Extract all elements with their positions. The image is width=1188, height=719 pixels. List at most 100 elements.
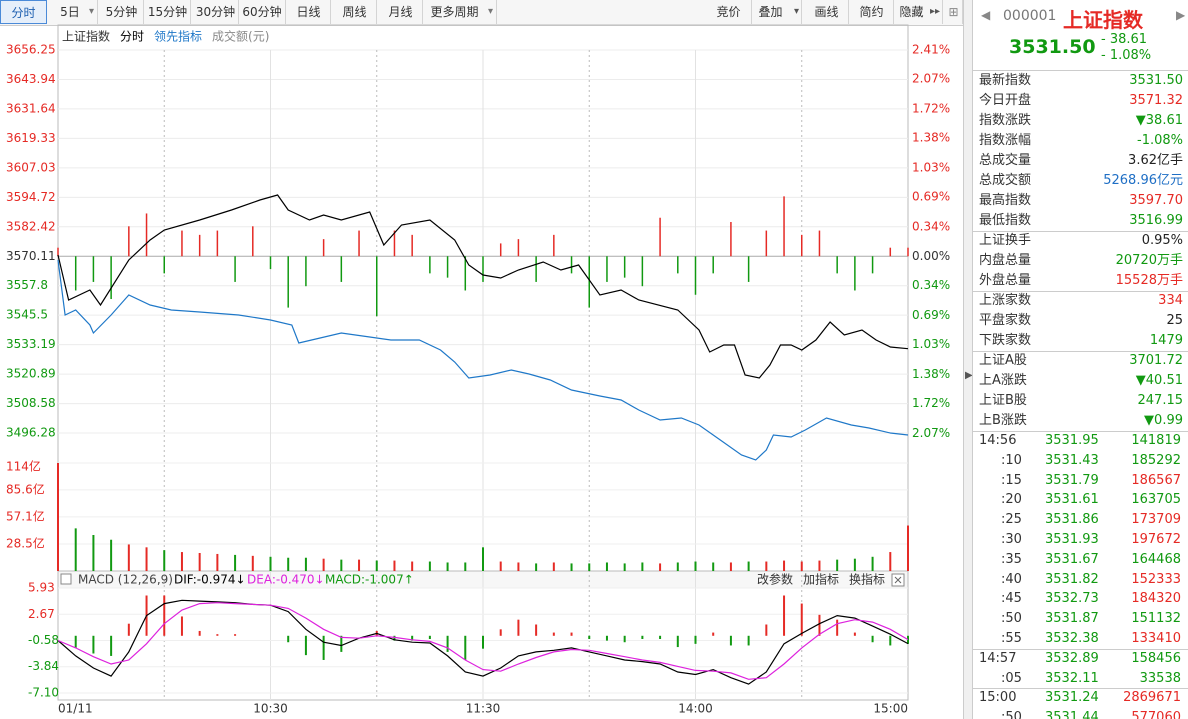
legend-label: 领先指标 bbox=[154, 29, 202, 44]
tick-volume: 184320 bbox=[1131, 591, 1181, 607]
y2-tick-label: 1.38% bbox=[912, 131, 950, 145]
tick-time: 14:56 bbox=[979, 433, 1017, 448]
stat-row: 外盘总量 15528万手 bbox=[973, 271, 1188, 291]
tick-time: :35 bbox=[1001, 551, 1022, 567]
indicator-label: MACD:-1.007↑ bbox=[325, 573, 414, 587]
stat-label: 总成交量 bbox=[979, 153, 1032, 168]
y2-tick-label: 0.00% bbox=[912, 249, 950, 263]
stat-value: ▼0.99 bbox=[1144, 413, 1183, 428]
period-tab[interactable]: 日线 bbox=[287, 0, 331, 24]
stat-label: 上证A股 bbox=[979, 353, 1027, 368]
stat-row: 最新指数 3531.50 bbox=[973, 71, 1188, 91]
macd-line bbox=[57, 599, 909, 685]
tick-price: 3532.11 bbox=[1045, 670, 1099, 686]
y2-tick-label: 2.07% bbox=[912, 426, 950, 440]
tool-button[interactable]: 竞价 bbox=[706, 0, 752, 24]
separator bbox=[973, 291, 1188, 292]
tool-button[interactable]: 简约 bbox=[850, 0, 894, 24]
stat-value: 247.15 bbox=[1137, 393, 1184, 408]
tick-time: :30 bbox=[1001, 532, 1022, 547]
stat-label: 外盘总量 bbox=[979, 273, 1032, 288]
dropdown-arrow: ▾ bbox=[88, 6, 94, 17]
period-tab[interactable]: 月线 bbox=[379, 0, 423, 24]
tool-button[interactable]: 画线 bbox=[805, 0, 849, 24]
indicator-button[interactable]: 加指标 bbox=[803, 572, 839, 587]
tick-row: :55 3532.38 133410 bbox=[973, 629, 1188, 649]
stat-value: 0.95% bbox=[1141, 233, 1183, 248]
x-tick-label: 01/11 bbox=[58, 702, 93, 716]
separator bbox=[973, 231, 1188, 232]
period-tab[interactable]: 30分钟 bbox=[193, 0, 239, 24]
tool-button[interactable]: 隐藏 ▸▸ bbox=[895, 0, 943, 24]
stat-label: 最低指数 bbox=[979, 213, 1032, 228]
tool-button[interactable]: 叠加 ▾ bbox=[754, 0, 802, 24]
stock-code: 000001 bbox=[1003, 8, 1057, 24]
tick-row: :20 3531.61 163705 bbox=[973, 490, 1188, 510]
stat-value: 15528万手 bbox=[1115, 273, 1183, 288]
price-line bbox=[57, 194, 909, 379]
y2-tick-label: 1.72% bbox=[912, 102, 950, 116]
y-tick-label: 28.5亿 bbox=[6, 536, 45, 551]
separator bbox=[973, 648, 1188, 650]
indicator-button[interactable]: 换指标 bbox=[849, 572, 885, 587]
tick-time: :25 bbox=[1001, 512, 1022, 528]
y2-tick-label: 0.69% bbox=[912, 308, 950, 322]
y-tick-label: 3557.8 bbox=[6, 278, 48, 292]
tick-volume: 151132 bbox=[1131, 611, 1181, 627]
period-tab[interactable]: 更多周期 ▾ bbox=[425, 0, 497, 24]
stat-value: 25 bbox=[1166, 313, 1183, 328]
y2-tick-label: 0.69% bbox=[912, 190, 950, 204]
period-tab[interactable]: 60分钟 bbox=[239, 0, 286, 24]
y-tick-label: 3619.33 bbox=[6, 131, 56, 145]
stat-row: 今日开盘 3571.32 bbox=[973, 91, 1188, 111]
stat-value: 3516.99 bbox=[1129, 213, 1183, 228]
period-tab[interactable]: 分时 bbox=[0, 0, 47, 24]
tick-price: 3532.89 bbox=[1045, 650, 1099, 666]
y2-tick-label: 1.38% bbox=[912, 367, 950, 381]
tick-volume: 173709 bbox=[1131, 512, 1181, 528]
tick-time: :40 bbox=[1001, 571, 1022, 587]
tick-row: :30 3531.93 197672 bbox=[973, 530, 1188, 550]
dropdown-arrow: ▾ bbox=[487, 6, 493, 17]
stat-row: 指数涨幅 -1.08% bbox=[973, 131, 1188, 151]
stat-value: 20720万手 bbox=[1115, 253, 1183, 268]
period-tab[interactable]: 5日 ▾ bbox=[55, 0, 98, 24]
tick-row: 15:00 3531.24 2869671 bbox=[973, 688, 1188, 708]
nav-arrow[interactable]: ▶ bbox=[1176, 8, 1186, 22]
tick-time: :10 bbox=[1001, 452, 1022, 468]
macd-title: MACD (12,26,9) bbox=[78, 573, 173, 587]
tick-price: 3531.44 bbox=[1045, 710, 1099, 719]
indicator-button[interactable]: 改参数 bbox=[757, 572, 793, 587]
tick-time: :20 bbox=[1001, 492, 1022, 508]
period-tab[interactable]: 15分钟 bbox=[145, 0, 191, 24]
separator bbox=[973, 431, 1188, 432]
tick-time: 15:00 bbox=[979, 690, 1017, 706]
stat-row: 总成交额 5268.96亿元 bbox=[973, 171, 1188, 191]
stat-row: 上证B股 247.15 bbox=[973, 391, 1188, 411]
last-price: 3531.50 bbox=[1009, 36, 1096, 58]
stat-value: ▼40.51 bbox=[1135, 373, 1183, 388]
stat-value: 5268.96亿元 bbox=[1103, 173, 1183, 188]
tick-row: :35 3531.67 164468 bbox=[973, 550, 1188, 570]
stat-label: 最高指数 bbox=[979, 193, 1032, 208]
tick-row: :15 3531.79 186567 bbox=[973, 471, 1188, 491]
period-tab[interactable]: 5分钟 bbox=[100, 0, 144, 24]
period-tab[interactable]: 周线 bbox=[333, 0, 377, 24]
pin-button[interactable]: ⊞ bbox=[945, 0, 963, 24]
tick-row: 14:56 3531.95 141819 bbox=[973, 431, 1188, 451]
nav-arrow[interactable]: ◀ bbox=[981, 8, 991, 22]
y2-tick-label: 0.34% bbox=[912, 220, 950, 234]
stat-label: 上B涨跌 bbox=[979, 413, 1027, 428]
stat-label: 上A涨跌 bbox=[979, 373, 1027, 388]
y2-tick-label: 1.72% bbox=[912, 396, 950, 410]
stat-row: 上B涨跌 ▼0.99 bbox=[973, 411, 1188, 431]
y-tick-label: 5.93 bbox=[28, 581, 55, 595]
change-pct: - 1.08% bbox=[1101, 48, 1152, 63]
y-tick-label: 3570.11 bbox=[6, 249, 56, 263]
tick-price: 3531.82 bbox=[1045, 571, 1099, 587]
stat-label: 上涨家数 bbox=[979, 293, 1032, 308]
arrow-icon: ▸▸ bbox=[929, 6, 940, 17]
tick-time: :15 bbox=[1001, 472, 1022, 488]
x-tick-label: 11:30 bbox=[466, 702, 501, 716]
side-handle[interactable]: ▶ bbox=[963, 0, 973, 719]
